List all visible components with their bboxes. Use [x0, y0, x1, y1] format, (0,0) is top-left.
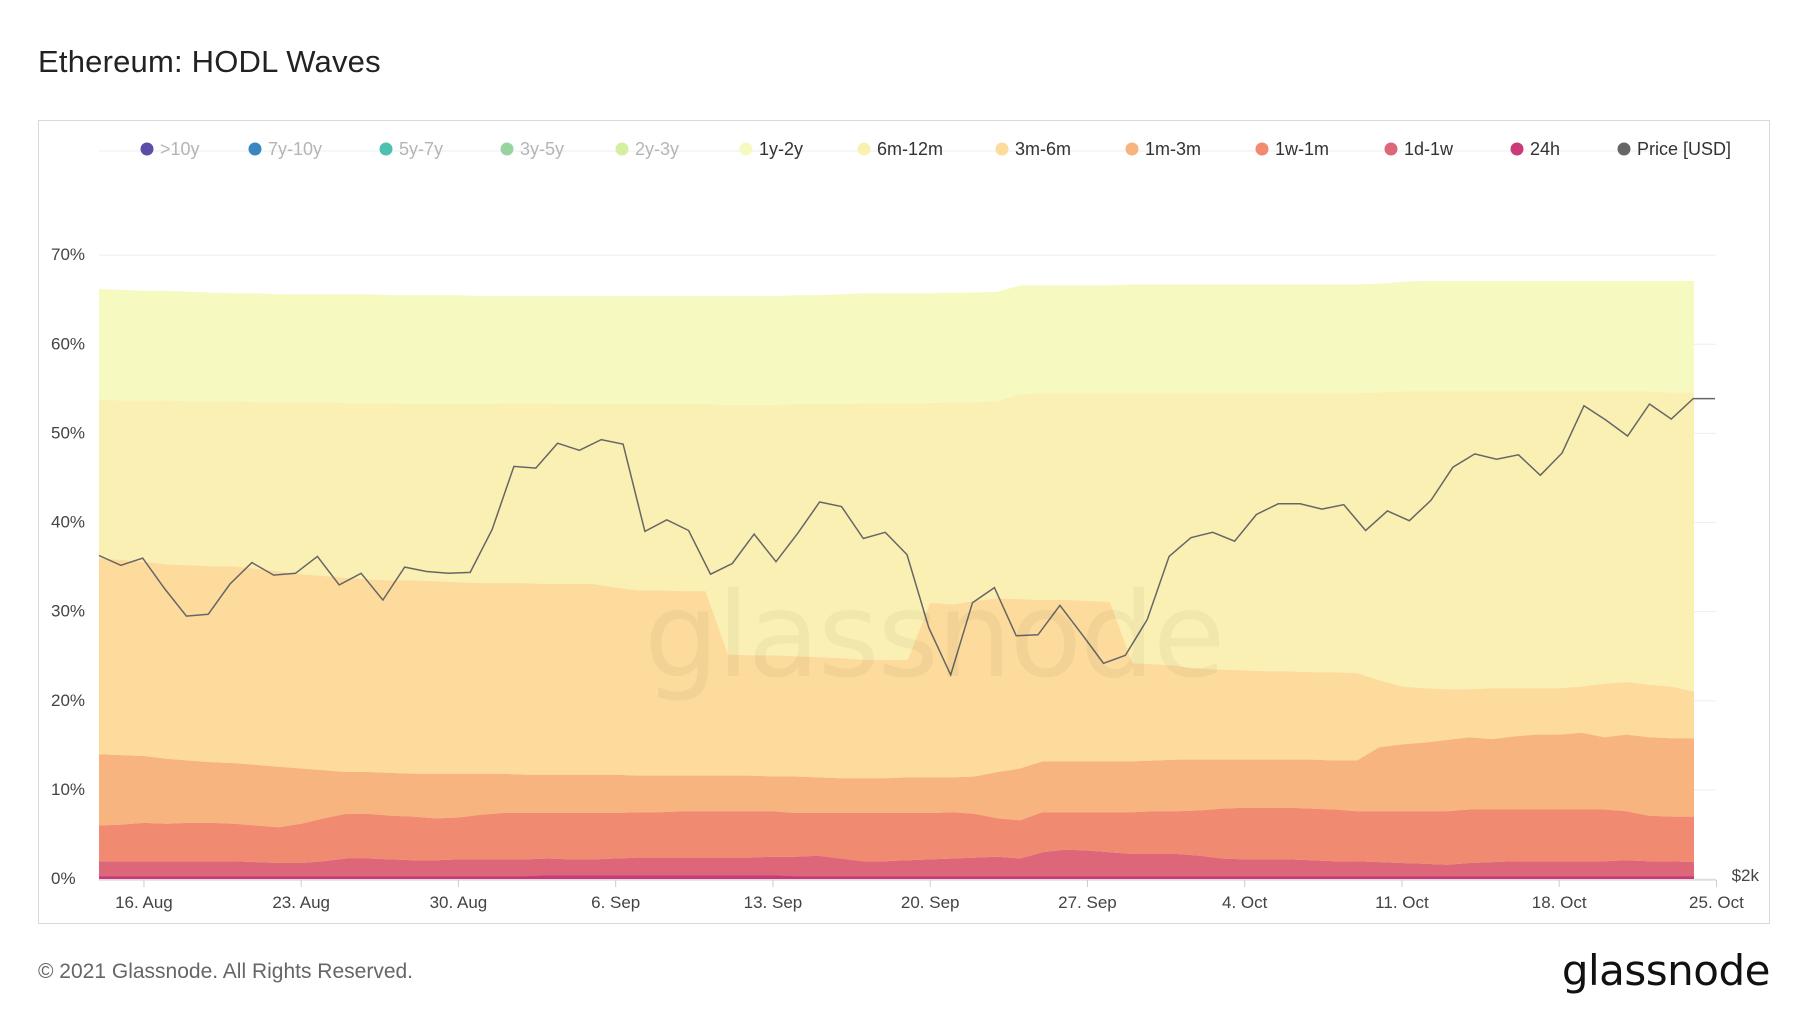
- legend-swatch: [1510, 142, 1524, 156]
- right-axis-label: $2k: [1732, 866, 1760, 885]
- x-tick-label: 11. Oct: [1375, 893, 1429, 912]
- legend-label: 7y-10y: [268, 139, 322, 159]
- x-tick-label: 25. Oct: [1689, 893, 1744, 912]
- y-tick-label: 60%: [51, 334, 85, 353]
- legend-item[interactable]: 24h: [1510, 139, 1561, 159]
- copyright-text: © 2021 Glassnode. All Rights Reserved.: [38, 960, 414, 983]
- legend-swatch: [739, 142, 753, 156]
- legend-item[interactable]: 2y-3y: [615, 139, 680, 159]
- legend-item[interactable]: 7y-10y: [248, 139, 323, 159]
- chart-title: Ethereum: HODL Waves: [38, 44, 381, 79]
- price-line: [98, 397, 1715, 678]
- legend-label: 2y-3y: [635, 139, 679, 159]
- legend-item[interactable]: 6m-12m: [857, 139, 944, 159]
- legend-item[interactable]: 3m-6m: [995, 139, 1072, 159]
- legend-label: >10y: [160, 139, 200, 159]
- legend-swatch: [140, 142, 154, 156]
- x-tick-label: 16. Aug: [115, 893, 173, 912]
- x-tick-label: 23. Aug: [272, 893, 330, 912]
- legend-swatch: [379, 142, 393, 156]
- y-tick-label: 30%: [51, 602, 85, 621]
- y-tick-label: 50%: [51, 423, 85, 442]
- legend-label: 1y-2y: [759, 139, 803, 159]
- area-24h-base: [99, 875, 1694, 879]
- legend-item[interactable]: 3y-5y: [500, 139, 565, 159]
- x-tick-label: 4. Oct: [1222, 893, 1268, 912]
- area-1w-1m: [99, 807, 1694, 865]
- legend-swatch: [1125, 142, 1139, 156]
- legend-item[interactable]: 1w-1m: [1255, 139, 1330, 159]
- legend-label: 5y-7y: [399, 139, 443, 159]
- legend-item[interactable]: 1d-1w: [1384, 139, 1455, 159]
- legend-label: 3m-6m: [1015, 139, 1071, 159]
- legend-label: 1m-3m: [1145, 139, 1201, 159]
- y-tick-label: 0%: [51, 869, 76, 888]
- legend-item[interactable]: 1m-3m: [1125, 139, 1202, 159]
- legend-swatch: [615, 142, 629, 156]
- legend-swatch: [857, 142, 871, 156]
- x-tick-label: 18. Oct: [1532, 893, 1587, 912]
- area-3m-6m: [99, 558, 1694, 779]
- hodl-waves-chart: 0% 10% 20% 30% 40% 50% 60% 70% 16. Aug 23. Aug 30.…: [51, 139, 1760, 912]
- legend-label: 1w-1m: [1275, 139, 1329, 159]
- chart-frame: 0% 10% 20% 30% 40% 50% 60% 70% 16. Aug 23. Aug 30.…: [38, 120, 1770, 924]
- legend-swatch: [1384, 142, 1398, 156]
- x-tick-label: 20. Sep: [901, 893, 960, 912]
- legend-swatch: [248, 142, 262, 156]
- legend-swatch: [995, 142, 1009, 156]
- legend-item[interactable]: 1y-2y: [739, 139, 804, 159]
- area-1m-3m: [99, 732, 1694, 828]
- legend-label: 1d-1w: [1404, 139, 1454, 159]
- legend-label: Price [USD]: [1637, 139, 1731, 159]
- x-tick-label: 13. Sep: [744, 893, 803, 912]
- legend-item[interactable]: 5y-7y: [379, 139, 444, 159]
- area-1d-1w: [99, 849, 1694, 877]
- y-tick-label: 20%: [51, 691, 85, 710]
- y-tick-label: 40%: [51, 513, 85, 532]
- legend-swatch: [1617, 142, 1631, 156]
- x-tick-label: 6. Sep: [591, 893, 640, 912]
- legend-item[interactable]: >10y: [140, 139, 200, 159]
- area-1y-2y: [99, 281, 1694, 405]
- x-tick-label: 30. Aug: [430, 893, 488, 912]
- legend-swatch: [1255, 142, 1269, 156]
- glassnode-logo[interactable]: glassnode: [1561, 946, 1771, 995]
- legend-label: 24h: [1530, 139, 1560, 159]
- area-6m-12m: [99, 391, 1694, 692]
- legend-item[interactable]: Price [USD]: [1617, 139, 1732, 159]
- y-tick-label: 10%: [51, 780, 85, 799]
- legend-label: 6m-12m: [877, 139, 943, 159]
- y-tick-label: 70%: [51, 245, 85, 264]
- x-tick-label: 27. Sep: [1058, 893, 1117, 912]
- legend-label: 3y-5y: [520, 139, 564, 159]
- legend-swatch: [500, 142, 514, 156]
